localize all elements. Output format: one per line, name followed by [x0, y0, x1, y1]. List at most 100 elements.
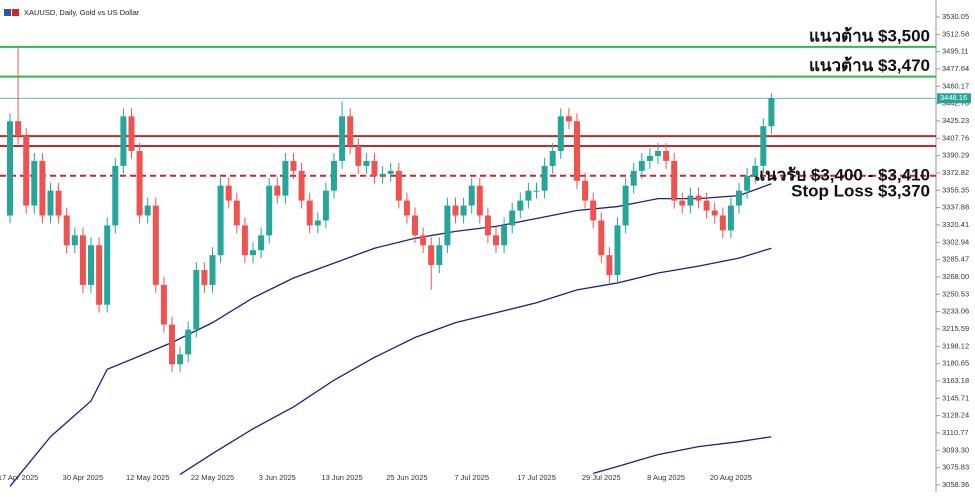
- candle-body: [387, 170, 394, 174]
- candle-body: [444, 205, 451, 246]
- candle-body: [582, 180, 589, 201]
- candle-body: [314, 220, 321, 226]
- candle-body: [517, 200, 524, 211]
- candle-body: [120, 116, 127, 166]
- candle-body: [274, 185, 281, 196]
- y-tick-label: 3477.64: [942, 64, 969, 73]
- y-tick-label: 3285.47: [942, 255, 969, 264]
- candle-body: [363, 160, 370, 166]
- y-tick-label: 3128.24: [942, 411, 969, 420]
- candle-body: [63, 215, 70, 246]
- y-tick-label: 3250.53: [942, 289, 969, 298]
- x-tick-label: 29 Jul 2025: [582, 473, 621, 482]
- candle-body: [695, 195, 702, 201]
- candle-body: [687, 195, 694, 206]
- candle-body: [306, 200, 313, 226]
- x-tick-label: 8 Aug 2025: [647, 473, 685, 482]
- moving-average: [593, 436, 772, 475]
- last-price-label: 3448.16: [940, 93, 967, 102]
- candle-body: [250, 250, 256, 256]
- moving-average: [9, 183, 772, 487]
- y-tick-label: 3530.05: [942, 12, 969, 21]
- y-tick-label: 3145.71: [942, 393, 969, 402]
- candle-body: [663, 150, 670, 161]
- candle-body: [703, 200, 710, 211]
- y-tick-label: 3425.23: [942, 116, 969, 125]
- candle-body: [638, 160, 645, 171]
- y-tick-label: 3110.77: [942, 428, 969, 437]
- x-tick-label: 17 Jul 2025: [517, 473, 556, 482]
- y-tick-label: 3390.29: [942, 151, 969, 160]
- candle-body: [233, 200, 240, 226]
- candle-body: [452, 205, 459, 216]
- candle-body: [241, 225, 248, 256]
- candle-body: [55, 190, 62, 216]
- symbol-icon: [12, 9, 19, 16]
- candle-body: [420, 235, 427, 246]
- candle-body: [403, 200, 410, 216]
- y-tick-label: 3320.41: [942, 220, 969, 229]
- symbol-icon: [4, 9, 11, 16]
- candle-body: [436, 245, 443, 266]
- candle-body: [768, 98, 775, 127]
- candle-body: [736, 190, 742, 206]
- candle-body: [322, 190, 329, 221]
- candle-body: [412, 215, 418, 236]
- x-tick-label: 22 May 2025: [191, 473, 234, 482]
- candle-body: [614, 225, 621, 276]
- candle-body: [298, 170, 305, 201]
- candle-body: [760, 126, 767, 166]
- candle-body: [622, 185, 629, 226]
- candle-body: [630, 170, 637, 186]
- candle-body: [258, 235, 265, 251]
- candle-body: [39, 160, 46, 216]
- candle-body: [371, 160, 378, 176]
- candle-body: [282, 160, 289, 196]
- candle-body: [590, 200, 597, 221]
- candle-body: [379, 173, 386, 176]
- candle-body: [201, 270, 208, 285]
- candle-body: [88, 245, 94, 285]
- level-label: แนวต้าน $3,500: [809, 26, 930, 45]
- y-tick-label: 3460.17: [942, 81, 969, 90]
- support-label: แนวรับ $3,400 - $3,410: [754, 166, 930, 185]
- candle-body: [744, 175, 751, 191]
- candle-body: [152, 205, 159, 285]
- candle-body: [112, 165, 119, 226]
- y-tick-label: 3215.59: [942, 324, 969, 333]
- candle-body: [428, 245, 435, 266]
- x-tick-label: 30 Apr 2025: [63, 473, 103, 482]
- candle-body: [185, 329, 192, 355]
- y-tick-label: 3495.11: [942, 47, 969, 56]
- candle-body: [217, 185, 224, 256]
- candle-body: [476, 185, 483, 216]
- y-tick-label: 3302.94: [942, 237, 969, 246]
- candle-body: [679, 200, 686, 206]
- candle-body: [193, 270, 200, 330]
- y-tick-label: 3233.06: [942, 307, 969, 316]
- y-tick-label: 3355.35: [942, 185, 969, 194]
- candle-body: [541, 165, 548, 191]
- candle-body: [31, 160, 38, 206]
- candle-body: [549, 150, 556, 166]
- candle-body: [7, 121, 13, 216]
- candle-body: [484, 215, 491, 236]
- candle-body: [533, 190, 540, 192]
- candle-body: [290, 160, 297, 171]
- y-tick-label: 3407.76: [942, 133, 969, 142]
- candle-body: [493, 235, 499, 246]
- candle-body: [598, 220, 605, 256]
- candle-body: [104, 225, 111, 305]
- candle-body: [395, 170, 402, 201]
- y-tick-label: 3058.36: [942, 480, 969, 489]
- candle-body: [347, 116, 354, 147]
- candle-body: [71, 235, 78, 246]
- candle-body: [169, 324, 175, 365]
- x-tick-label: 7 Jul 2025: [454, 473, 489, 482]
- candle-body: [509, 210, 516, 226]
- candle-body: [646, 155, 653, 161]
- x-tick-label: 12 May 2025: [126, 473, 169, 482]
- candle-body: [331, 160, 337, 191]
